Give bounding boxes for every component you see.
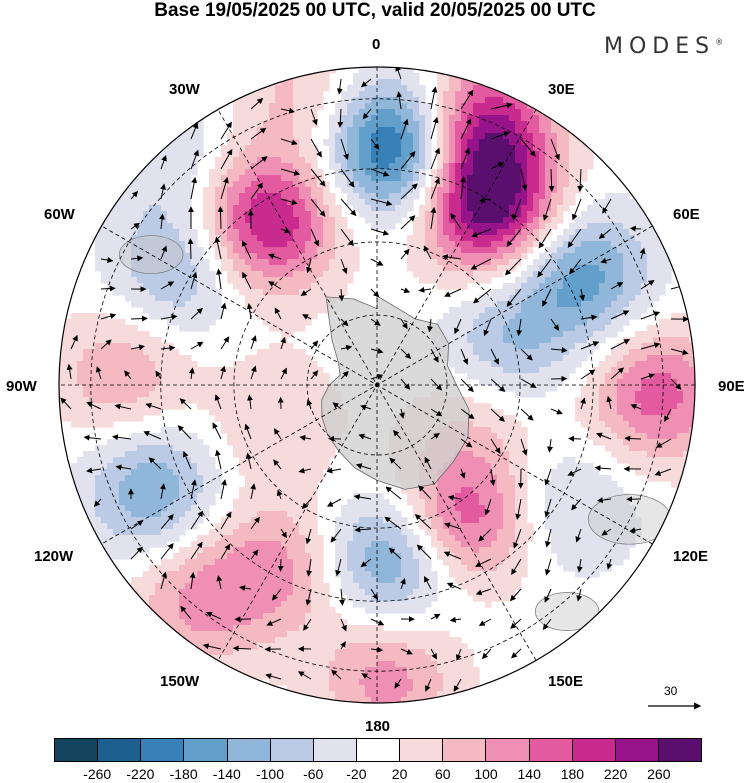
label-lon-60e: 60E [673,206,700,223]
colorbar-swatch [55,739,99,761]
label-lon-120w: 120W [34,548,74,565]
colorbar-swatch [227,739,271,761]
label-lon-150w: 150W [160,673,200,690]
label-lon-0: 0 [372,36,381,53]
colorbar-swatch [270,739,314,761]
colorbar-tick-label: 180 [560,766,585,782]
colorbar-swatch [658,739,702,761]
colorbar-tick-label: 20 [391,766,408,782]
colorbar-tick-label: -260 [83,766,112,782]
label-lon-90w: 90W [6,378,37,395]
colorbar-swatch [443,739,487,761]
label-lon-30w: 30W [169,81,200,98]
colorbar-ticks: -260 -220 -180 -140 -100 -60 -20 20 60 100 140 180 2… [0,766,750,783]
colorbar-swatch [615,739,659,761]
colorbar-tick-label: 260 [647,766,671,782]
colorbar-swatch [184,739,228,761]
colorbar-tick-label: -180 [169,766,198,782]
brand-text: MODES [604,34,716,59]
colorbar-tick-label: -220 [126,766,155,782]
colorbar-swatch [400,739,444,761]
label-lon-30e: 30E [548,81,575,98]
vector-scale-label: 30 [664,684,678,698]
colorbar [54,738,702,762]
antarctica-coastline [119,235,672,631]
chart-title: Base 19/05/2025 00 UTC, valid 20/05/2025… [154,0,596,21]
colorbar-tick-label: -20 [346,766,367,782]
label-lon-90e: 90E [718,378,745,395]
map-boundary [58,66,696,704]
label-lon-120e: 120E [673,548,709,565]
colorbar-tick-label: 60 [435,766,451,782]
colorbar-swatch [572,739,616,761]
colorbar-swatch [141,739,185,761]
label-lon-150e: 150E [548,673,584,690]
registered-mark: ® [715,37,724,47]
colorbar-tick-label: -100 [255,766,285,782]
colorbar-swatch [529,739,573,761]
colorbar-swatch [313,739,357,761]
colorbar-swatch [98,739,142,761]
wind-vectors [60,67,690,692]
colorbar-tick-label: 220 [603,766,628,782]
label-lon-60w: 60W [44,206,75,223]
lat-lon-gridlines [59,67,695,703]
colorbar-tick-label: 140 [517,766,541,782]
colorbar-tick-label: 100 [474,766,498,782]
colorbar-tick-label: -60 [303,766,324,782]
colorbar-tick-label: -140 [212,766,241,782]
label-lon-180: 180 [365,718,391,735]
colorbar-swatch [486,739,530,761]
antarctica-landmass [321,295,470,490]
colorbar-swatch [356,739,401,761]
modes-logo: MODES® [604,34,723,59]
